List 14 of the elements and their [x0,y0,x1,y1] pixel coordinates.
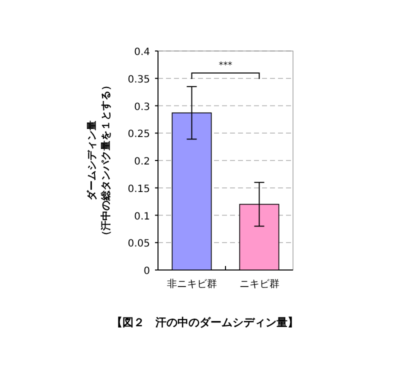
y-tick-label: 0.4 [134,47,150,58]
y-tick-label: 0.15 [128,184,150,195]
y-tick-label: 0.1 [134,211,150,222]
y-tick-label: 0.2 [134,156,150,168]
y-tick-label: 0.3 [134,102,150,113]
y-tick-label: 0 [144,266,150,277]
y-tick-label: 0.35 [128,74,150,86]
y-tick-label: 0.05 [128,238,150,250]
x-tick-label: ニキビ群 [239,278,280,290]
x-tick-label: 非ニキビ群 [166,278,217,290]
y-axis-title: ダームシディン量（汗中の総タンパク量を１とする） [86,80,112,240]
y-tick-label: 0.25 [128,129,150,140]
text: 【図２ 汗の中のダームシディン量】 [112,316,298,329]
annotation: *** [218,61,233,71]
